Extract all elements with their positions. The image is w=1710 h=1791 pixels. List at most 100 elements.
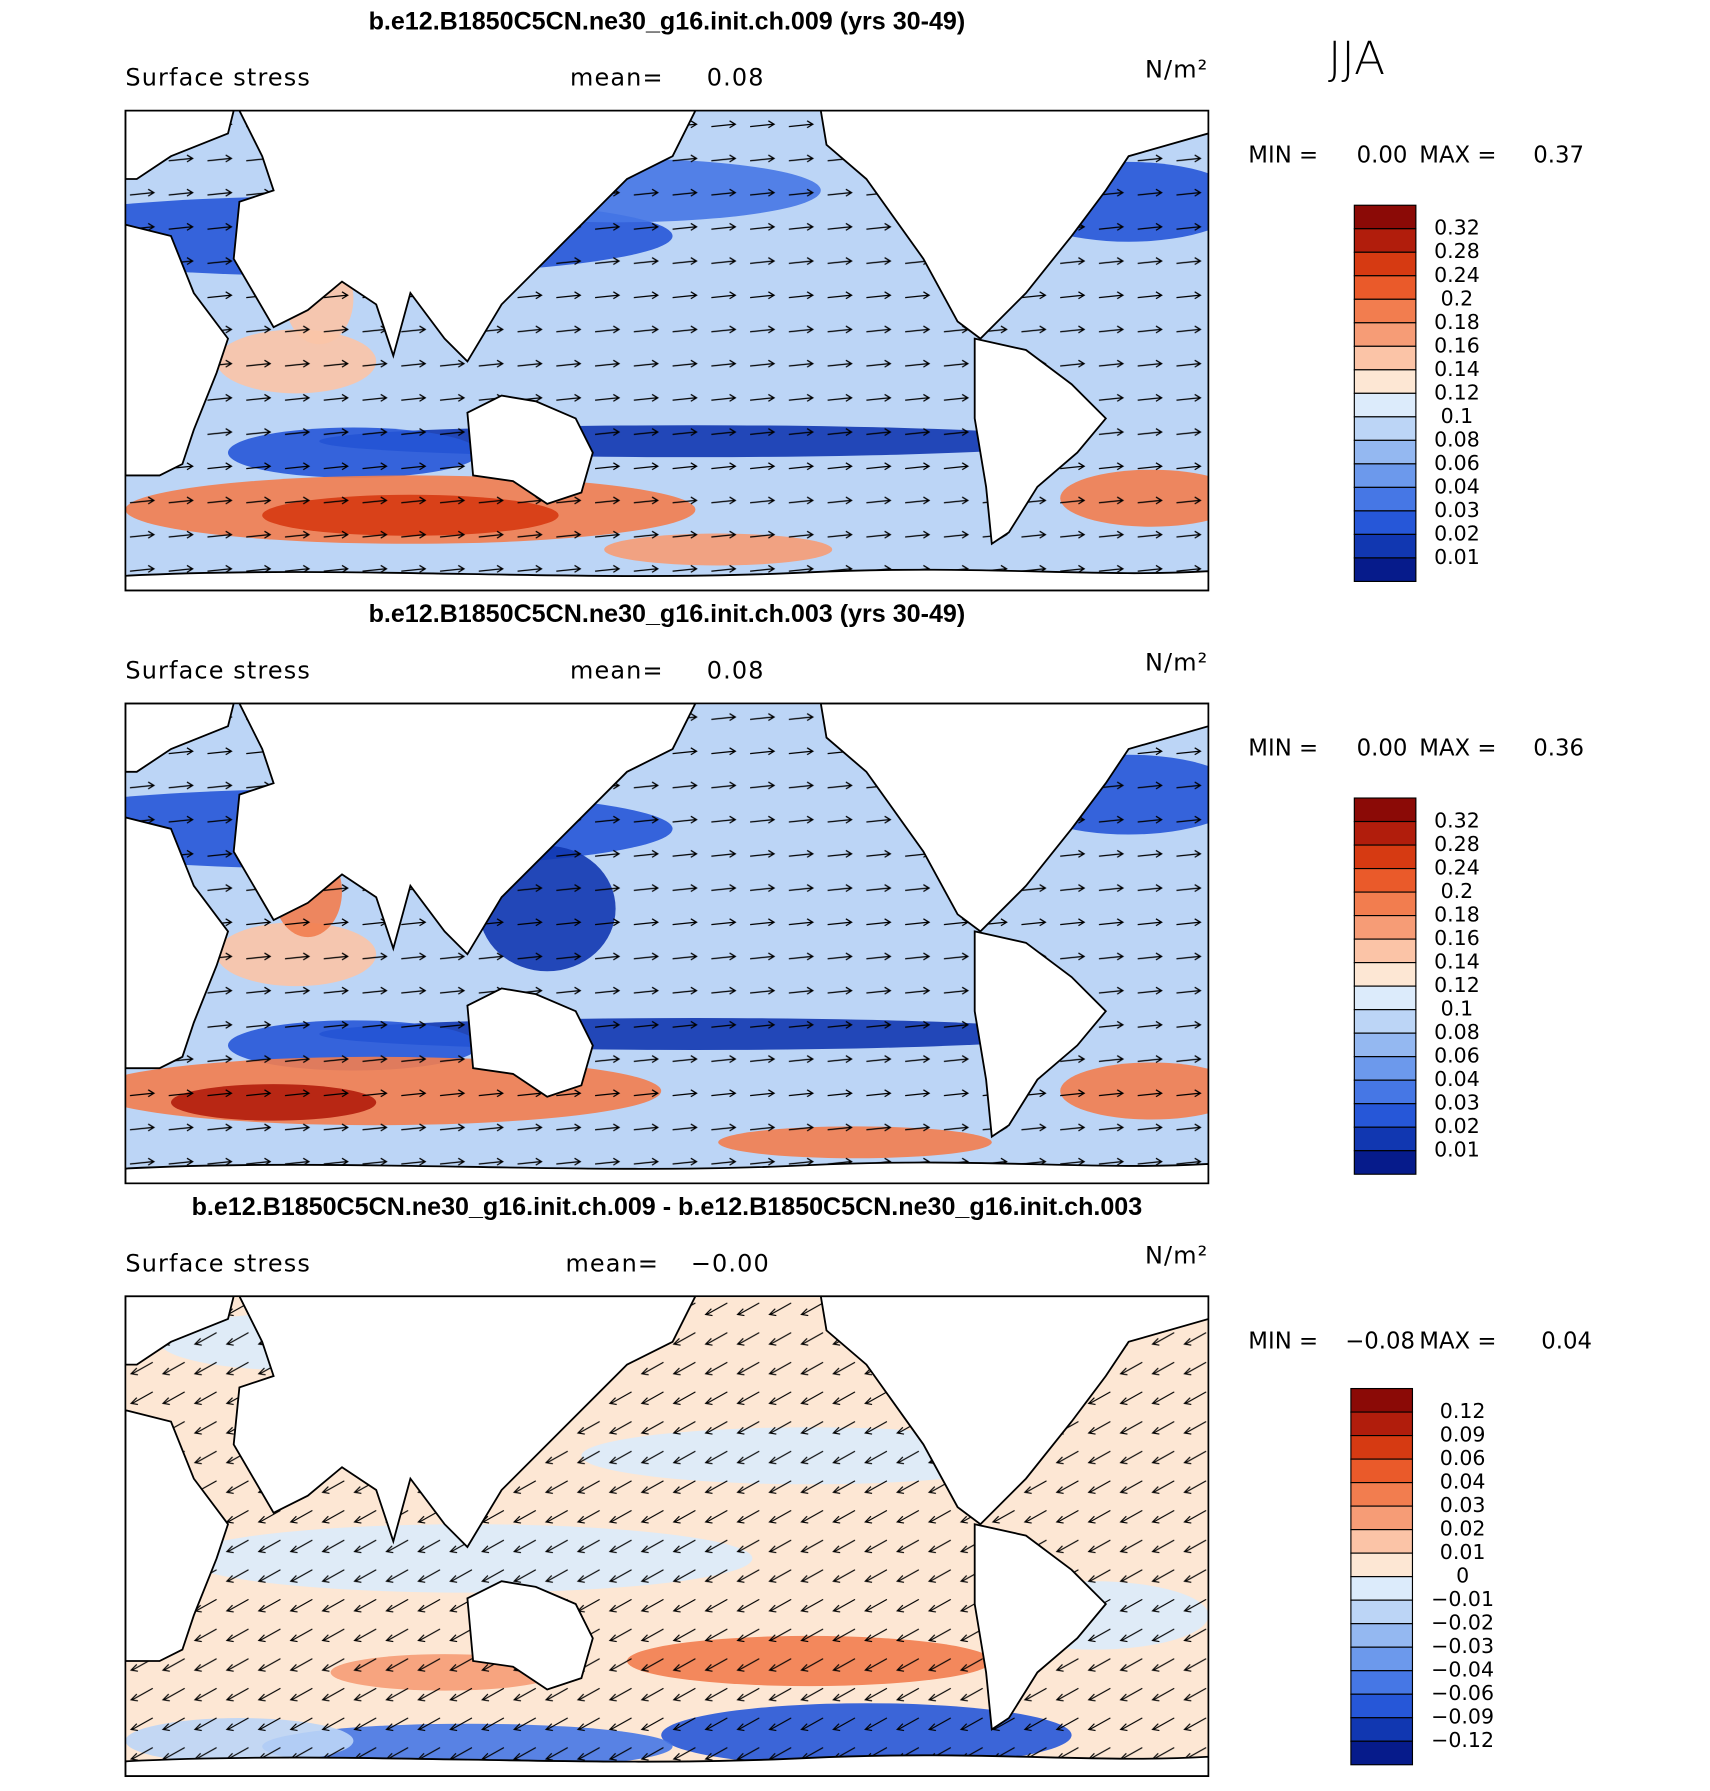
colorbar-box bbox=[1353, 322, 1417, 347]
colorbar-label: −0.09 bbox=[1431, 1705, 1494, 1729]
colorbar-box bbox=[1353, 557, 1417, 582]
units-label: N/m² bbox=[1145, 56, 1208, 84]
mean-label: mean= bbox=[565, 1249, 659, 1277]
colorbar-label: 0.32 bbox=[1434, 216, 1480, 240]
colorbar-label: 0.01 bbox=[1440, 1540, 1486, 1564]
colorbar-box bbox=[1353, 439, 1417, 465]
colorbar-box bbox=[1350, 1740, 1414, 1766]
colorbar-box bbox=[1353, 463, 1417, 488]
max-label: MAX = bbox=[1419, 736, 1496, 762]
season-label: JJA bbox=[1328, 32, 1385, 85]
colorbar-box bbox=[1353, 228, 1417, 253]
colorbar-box bbox=[1353, 369, 1417, 394]
colorbar-box bbox=[1353, 275, 1417, 300]
colorbar-box bbox=[1353, 510, 1417, 535]
mean-label: mean= bbox=[570, 656, 664, 684]
colorbar-label: 0.12 bbox=[1434, 380, 1480, 404]
min-label: MIN = bbox=[1248, 736, 1318, 762]
map-field bbox=[125, 703, 1209, 1184]
variable-label: Surface stress bbox=[125, 1249, 311, 1277]
colorbar-label: 0.16 bbox=[1434, 333, 1480, 357]
max-label: MAX = bbox=[1419, 143, 1496, 169]
colorbar-box bbox=[1353, 962, 1417, 987]
colorbar-label: 0.06 bbox=[1434, 451, 1480, 475]
mean-value: 0.08 bbox=[707, 656, 765, 684]
colorbar-box bbox=[1350, 1482, 1414, 1507]
colorbar-box bbox=[1350, 1529, 1414, 1554]
colorbar-box bbox=[1350, 1670, 1414, 1695]
colorbar-box bbox=[1353, 797, 1417, 823]
colorbar-box bbox=[1350, 1646, 1414, 1672]
colorbar-label: 0.14 bbox=[1434, 950, 1480, 974]
colorbar-label: 0.08 bbox=[1434, 1020, 1480, 1044]
colorbar-box bbox=[1353, 1009, 1417, 1034]
map bbox=[124, 702, 1210, 1185]
min-value: −0.08 bbox=[1345, 1328, 1415, 1354]
colorbar-label: 0.02 bbox=[1434, 521, 1480, 545]
colorbar-box bbox=[1353, 345, 1417, 371]
map-field bbox=[125, 110, 1209, 591]
panel: b.e12.B1850C5CN.ne30_g16.init.ch.009 (yr… bbox=[124, 7, 1584, 592]
colorbar-label: −0.04 bbox=[1431, 1658, 1494, 1682]
colorbar-label: 0.24 bbox=[1434, 856, 1480, 880]
colorbar-box bbox=[1353, 867, 1417, 893]
colorbar-box bbox=[1353, 1056, 1417, 1081]
map bbox=[124, 109, 1210, 592]
colorbar-box bbox=[1350, 1552, 1414, 1578]
min-label: MIN = bbox=[1248, 1328, 1318, 1354]
colorbar-box bbox=[1353, 204, 1417, 230]
colorbar-label: 0.04 bbox=[1434, 1067, 1480, 1091]
colorbar-box bbox=[1350, 1387, 1414, 1413]
colorbar-label: 0.02 bbox=[1434, 1114, 1480, 1138]
panel-title: b.e12.B1850C5CN.ne30_g16.init.ch.009 (yr… bbox=[369, 7, 966, 35]
colorbar-label: 0 bbox=[1456, 1564, 1469, 1588]
colorbar-label: 0.28 bbox=[1434, 832, 1480, 856]
mean-value: −0.00 bbox=[691, 1249, 770, 1277]
colorbar-box bbox=[1350, 1505, 1414, 1531]
colorbar-box bbox=[1353, 1079, 1417, 1105]
colorbar-box bbox=[1353, 533, 1417, 559]
colorbar-box bbox=[1353, 915, 1417, 940]
colorbar-label: 0.01 bbox=[1434, 1138, 1480, 1162]
colorbar-label: 0.12 bbox=[1440, 1399, 1486, 1423]
colorbar-label: 0.12 bbox=[1434, 973, 1480, 997]
colorbar-box bbox=[1350, 1599, 1414, 1625]
colorbar-label: 0.04 bbox=[1434, 474, 1480, 498]
mean-label: mean= bbox=[570, 64, 664, 92]
colorbar-box bbox=[1353, 298, 1417, 324]
colorbar-box bbox=[1350, 1458, 1414, 1484]
colorbar-box bbox=[1353, 844, 1417, 870]
units-label: N/m² bbox=[1145, 649, 1208, 677]
min-value: 0.00 bbox=[1357, 736, 1408, 762]
variable-label: Surface stress bbox=[125, 656, 311, 684]
variable-label: Surface stress bbox=[125, 64, 311, 92]
colorbar-label: −0.06 bbox=[1431, 1681, 1494, 1705]
colorbar-label: 0.1 bbox=[1441, 404, 1474, 428]
colorbar-box bbox=[1350, 1435, 1414, 1460]
max-value: 0.04 bbox=[1541, 1328, 1592, 1354]
colorbar-box bbox=[1350, 1717, 1414, 1742]
units-label: N/m² bbox=[1145, 1241, 1208, 1269]
colorbar-box bbox=[1350, 1693, 1414, 1719]
colorbar-label: 0.08 bbox=[1434, 427, 1480, 451]
colorbar-box bbox=[1353, 1103, 1417, 1128]
colorbar-label: −0.02 bbox=[1431, 1611, 1494, 1635]
colorbar-label: 0.01 bbox=[1434, 545, 1480, 569]
colorbar-label: 0.32 bbox=[1434, 809, 1480, 833]
colorbar-box bbox=[1353, 1126, 1417, 1152]
max-value: 0.36 bbox=[1533, 736, 1584, 762]
colorbar-box bbox=[1353, 1150, 1417, 1175]
colorbar-label: 0.09 bbox=[1440, 1423, 1486, 1447]
colorbar-label: 0.2 bbox=[1441, 879, 1474, 903]
colorbar-label: 0.1 bbox=[1441, 997, 1474, 1021]
colorbar-label: −0.03 bbox=[1431, 1634, 1494, 1658]
max-value: 0.37 bbox=[1533, 143, 1584, 169]
colorbar-label: 0.16 bbox=[1434, 926, 1480, 950]
panel-title: b.e12.B1850C5CN.ne30_g16.init.ch.009 - b… bbox=[192, 1193, 1143, 1221]
colorbar-label: 0.03 bbox=[1434, 1091, 1480, 1115]
min-value: 0.00 bbox=[1357, 143, 1408, 169]
colorbar-box bbox=[1353, 1032, 1417, 1058]
mean-value: 0.08 bbox=[707, 64, 765, 92]
colorbar-label: 0.03 bbox=[1434, 498, 1480, 522]
